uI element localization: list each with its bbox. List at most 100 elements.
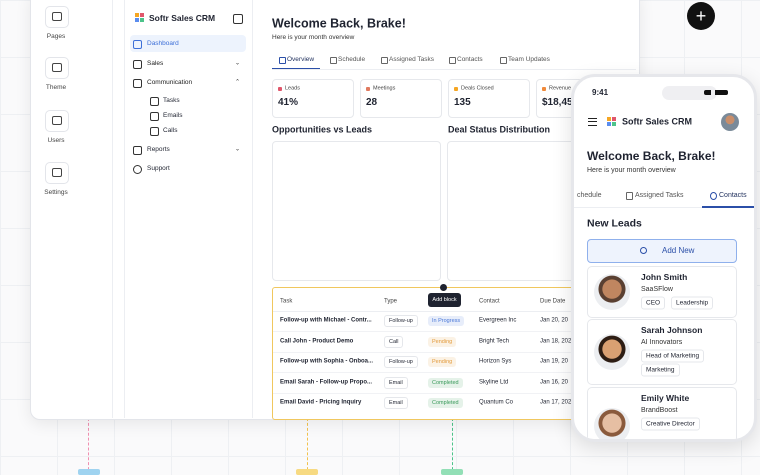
lead-name: John Smith	[641, 271, 688, 282]
sidebar	[124, 0, 253, 418]
avatar	[721, 113, 739, 131]
chevron: ⌄	[235, 146, 241, 153]
rail-icon[interactable]	[45, 110, 69, 132]
lead-card[interactable]: Sarah Johnson AI Innovators Head of Market…	[587, 319, 737, 385]
row-divider	[273, 331, 635, 332]
block	[78, 469, 100, 475]
contact-cell: Horizon Sys	[479, 358, 512, 365]
tab-divider	[574, 207, 754, 208]
dashed-guide	[88, 418, 89, 475]
stat-label: Revenue	[549, 85, 572, 92]
button-icon	[640, 247, 647, 254]
status-pill: Completed	[428, 398, 463, 408]
contact-cell: Evergreen Inc	[479, 317, 517, 324]
status-pill: Completed	[428, 377, 463, 388]
menu-icon	[133, 40, 142, 49]
contact-cell: Quantum Co	[479, 399, 514, 406]
type-pill: Email	[384, 376, 408, 389]
phone-tab[interactable]: chedule	[577, 191, 602, 199]
task-cell: Follow-up with Sophia - Onboa...	[280, 358, 373, 365]
header-divider	[273, 311, 635, 312]
tab[interactable]: Contacts	[457, 56, 483, 64]
logo	[135, 13, 139, 17]
chart-title: Deal Status Distribution	[448, 124, 551, 135]
type-pill: Email	[384, 397, 408, 409]
tab-icon	[279, 57, 286, 64]
tooltip-handle[interactable]	[440, 284, 447, 291]
menu-item[interactable]: Reports	[147, 146, 170, 154]
rail-label: Theme	[45, 84, 67, 92]
menu-item[interactable]: Sales	[147, 60, 164, 68]
lead-company: BrandBoost	[641, 406, 678, 414]
rail-icon[interactable]	[45, 162, 69, 184]
stat-icon	[366, 87, 370, 91]
tab[interactable]: Schedule	[338, 56, 366, 64]
tab[interactable]: Team Updates	[508, 56, 550, 64]
sub-icon	[150, 127, 159, 136]
tab-icon	[626, 192, 633, 200]
menu-icon	[133, 60, 142, 69]
dynamic-island	[662, 86, 717, 100]
app-name: Softr Sales CRM	[149, 12, 216, 23]
chart-card	[272, 141, 441, 281]
block	[296, 469, 318, 475]
stat-label: Leads	[285, 85, 300, 92]
menu-icon[interactable]	[588, 118, 597, 126]
stat-value: $18,45	[542, 97, 573, 108]
tab-underline	[272, 68, 320, 70]
tab-icon	[710, 192, 717, 200]
block	[441, 469, 463, 475]
tab[interactable]: Overview	[287, 56, 315, 64]
add-button[interactable]: +	[687, 2, 715, 30]
menu-item[interactable]: Dashboard	[147, 40, 179, 48]
collapse-icon[interactable]	[233, 14, 243, 24]
page-subtitle: Here is your month overview	[272, 34, 355, 42]
submenu-item[interactable]: Emails	[163, 112, 183, 120]
status-icons	[704, 90, 728, 95]
lead-tag: Head of Marketing	[641, 349, 705, 363]
stat-icon	[278, 87, 282, 91]
menu-item[interactable]: Support	[147, 165, 170, 173]
stat-icon	[542, 87, 546, 91]
due-cell: Jan 18, 202	[540, 337, 572, 344]
menu-icon	[133, 165, 142, 174]
submenu-item[interactable]: Calls	[163, 127, 178, 135]
phone-subtitle: Here is your month overview	[587, 166, 676, 174]
lead-company: AI Innovators	[641, 338, 683, 346]
rail-icon[interactable]	[45, 6, 69, 28]
status-pill: In Progress	[428, 316, 465, 326]
due-cell: Jan 17, 202	[540, 399, 572, 406]
rail-glyph	[52, 12, 62, 21]
phone: 9:41 Softr Sales CRM Welcome Back, Brake! H…	[571, 74, 757, 442]
status-pill: Pending	[428, 336, 457, 347]
menu-mid	[588, 121, 597, 123]
phone-tab[interactable]: Assigned Tasks	[635, 191, 684, 199]
rail-label: Settings	[44, 189, 68, 197]
submenu-item[interactable]: Tasks	[163, 97, 180, 105]
column-header: Type	[384, 298, 398, 305]
due-cell: Jan 19, 20	[540, 358, 569, 365]
tab[interactable]: Assigned Tasks	[389, 56, 435, 64]
stat-value: 41%	[278, 97, 299, 108]
active-item	[130, 35, 246, 52]
lead-avatar	[594, 274, 630, 310]
tab-divider	[272, 69, 636, 70]
add-new-button[interactable]: Add New	[587, 239, 737, 263]
sub-icon	[150, 97, 159, 106]
phone-tab[interactable]: Contacts	[719, 191, 747, 199]
lead-tag: Marketing	[641, 363, 680, 377]
tab-underline	[702, 206, 754, 208]
section-title: New Leads	[587, 217, 642, 230]
lead-card[interactable]: John Smith SaaSFlow CEO Leadership	[587, 266, 737, 318]
phone-title: Welcome Back, Brake!	[587, 148, 716, 163]
stat-card	[360, 79, 442, 118]
tab-icon	[500, 57, 507, 64]
contact-cell: Bright Tech	[479, 337, 509, 344]
lead-card[interactable]: Emily White BrandBoost Creative Director	[587, 387, 737, 439]
rail-icon[interactable]	[45, 57, 69, 79]
task-cell: Call John - Product Demo	[280, 337, 354, 344]
task-cell: Email David - Pricing Inquiry	[280, 399, 362, 406]
stat-card	[272, 79, 354, 118]
menu-item[interactable]: Communication	[147, 79, 193, 87]
